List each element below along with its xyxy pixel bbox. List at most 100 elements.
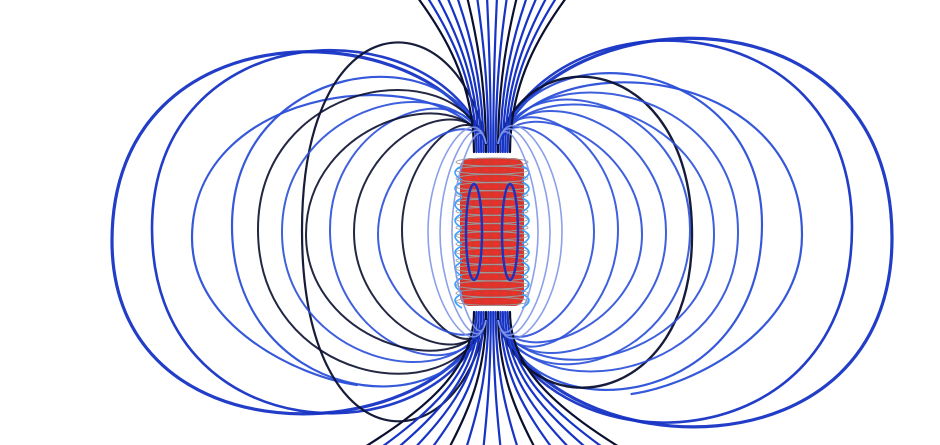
field-line-axial-top-8: [486, 0, 492, 154]
field-line-mid-1: [400, 124, 487, 340]
coil-arrow-2-4: [493, 168, 498, 172]
coil-arrow-2-3: [484, 168, 489, 172]
field-line-inner-1: [451, 132, 487, 332]
coil-arrow-8-4: [493, 217, 498, 221]
coil-arrow-2-6: [511, 168, 516, 172]
coil-helix-right-2: [521, 181, 530, 197]
field-line-mid-2: [497, 126, 596, 338]
coil-arrow-13-3: [484, 258, 489, 262]
field-line-axial-top-9: [492, 0, 498, 154]
coil-arrow-11-3: [484, 242, 489, 246]
field-line-outer-7: [496, 81, 804, 396]
coil-arrow-17-3: [484, 291, 489, 295]
field-line-inner-3: [439, 129, 487, 335]
coil-arrow-11-5: [502, 242, 507, 246]
coil-arrow-9-5: [502, 226, 507, 230]
field-line-axial-top-5: [456, 0, 485, 154]
field-line-mid-12: [497, 103, 716, 361]
coil-arrow-3-4: [493, 176, 498, 180]
coil-helix-left-4: [454, 213, 463, 229]
field-line-core-loop-left: [464, 182, 484, 282]
coil-arrow-7-3: [484, 209, 489, 213]
coil-arrow-12-4: [493, 250, 498, 254]
coil-arrow-13-6: [511, 258, 516, 262]
coil-arrow-16-6: [511, 283, 516, 287]
field-line-axial-bottom-8: [482, 310, 492, 445]
field-line-core-loop-right: [500, 182, 520, 282]
coil-helix-left-9: [454, 293, 463, 309]
coil-arrow-10-6: [511, 234, 516, 238]
coil-arrow-5-6: [511, 193, 516, 197]
coil-arrow-10-2: [475, 234, 480, 238]
field-line-mid-13: [256, 89, 487, 375]
coil-arrow-8-6: [511, 217, 516, 221]
field-line-mid-8: [497, 110, 668, 354]
coil-arrow-14-2: [475, 267, 480, 271]
inner-field-loops: [427, 124, 563, 340]
field-line-axial-top-11: [496, 0, 518, 154]
coil-helix-right-4: [521, 213, 530, 229]
field-line-inner-6: [497, 124, 563, 340]
coil-arrow-1-6: [511, 160, 516, 164]
field-line-mid-10: [497, 98, 692, 366]
field-line-axial-top-4: [447, 0, 483, 154]
coil-arrow-2-1: [466, 168, 471, 172]
coil-arrow-17-4: [493, 291, 498, 295]
field-line-axial-bottom-3: [399, 310, 480, 445]
field-line-outer-2: [150, 49, 488, 415]
field-line-axial-bottom-5: [432, 310, 485, 445]
coil-helix-left-3: [454, 197, 463, 213]
coil-arrow-5-3: [484, 193, 489, 197]
coil-arrow-11-1: [466, 242, 471, 246]
field-line-axial-bottom-7: [466, 310, 490, 445]
field-line-inner-5: [427, 126, 487, 338]
coil-arrow-1-3: [484, 160, 489, 164]
coil-arrow-18-3: [484, 299, 489, 303]
field-line-mid-7: [328, 107, 487, 357]
field-line-axial-top-10: [494, 0, 508, 154]
coil-arrow-10-1: [466, 234, 471, 238]
field-line-axial-bottom-4: [416, 310, 483, 445]
coil-arrow-12-6: [511, 250, 516, 254]
coil-arrow-3-2: [475, 176, 480, 180]
field-line-mid-11: [280, 100, 487, 364]
field-line-axial-bottom-10: [494, 310, 518, 445]
coil-arrow-5-2: [475, 193, 480, 197]
coil-arrow-11-4: [493, 242, 498, 246]
field-line-outer-6: [496, 39, 854, 424]
coil-arrow-14-4: [493, 267, 498, 271]
field-line-mid-4: [497, 116, 620, 348]
coil-arrow-2-5: [502, 168, 507, 172]
coil-arrow-8-3: [484, 217, 489, 221]
coil-helix-left-2: [454, 181, 463, 197]
coil-arrow-4-3: [484, 185, 489, 189]
coil-arrow-1-4: [493, 160, 498, 164]
coil-arrow-15-5: [502, 275, 507, 279]
coil-arrow-8-1: [466, 217, 471, 221]
coil-arrow-17-1: [466, 291, 471, 295]
coil-arrow-9-3: [484, 226, 489, 230]
coil-arrow-8-5: [502, 217, 507, 221]
coil-arrow-11-6: [511, 242, 516, 246]
field-line-outer-1: [110, 50, 488, 416]
solenoid-coil: [454, 157, 530, 309]
field-line-outer-10: [300, 41, 488, 423]
coil-winding-18: [455, 296, 529, 306]
coil-helix-right-3: [521, 197, 530, 213]
coil-arrow-4-5: [502, 185, 507, 189]
coil-arrow-1-5: [502, 160, 507, 164]
field-line-inner-2: [497, 130, 539, 334]
coil-arrow-10-3: [484, 234, 489, 238]
coil-arrow-18-2: [475, 299, 480, 303]
coil-arrow-17-6: [511, 291, 516, 295]
field-line-axial-bottom-1: [365, 310, 476, 445]
outer-field-loops: [110, 36, 894, 429]
coil-arrow-7-5: [502, 209, 507, 213]
coil-helix-left-5: [454, 229, 463, 245]
coil-arrow-16-3: [484, 283, 489, 287]
coil-helix-left-1: [454, 165, 463, 181]
coil-arrow-10-5: [502, 234, 507, 238]
coil-arrow-7-4: [493, 209, 498, 213]
